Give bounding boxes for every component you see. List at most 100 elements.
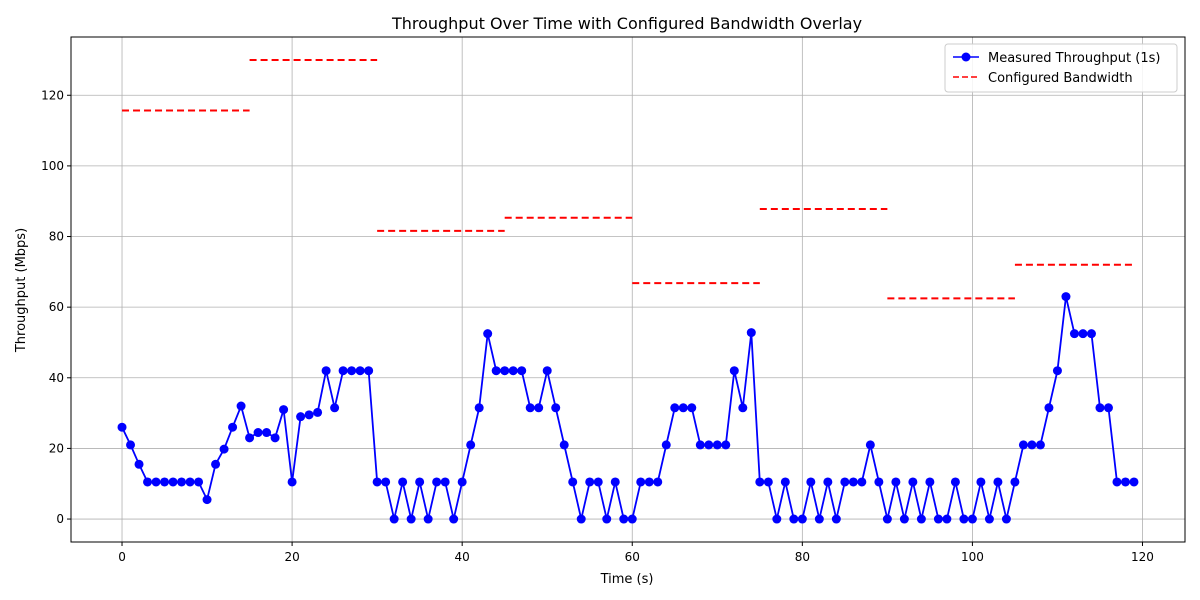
throughput-point	[772, 514, 782, 524]
throughput-point	[398, 477, 408, 487]
throughput-point	[423, 514, 433, 524]
throughput-point	[245, 433, 255, 443]
throughput-point	[168, 477, 178, 487]
throughput-point	[687, 403, 697, 413]
throughput-point	[1018, 440, 1028, 450]
throughput-point	[143, 477, 153, 487]
throughput-point	[831, 514, 841, 524]
throughput-point	[236, 401, 246, 411]
x-tick-label: 40	[455, 550, 470, 564]
throughput-point	[874, 477, 884, 487]
throughput-point	[1095, 403, 1105, 413]
throughput-point	[517, 366, 527, 376]
throughput-point	[653, 477, 663, 487]
throughput-point	[432, 477, 442, 487]
y-tick-label: 100	[41, 159, 64, 173]
throughput-point	[270, 433, 280, 443]
throughput-point	[542, 366, 552, 376]
throughput-point	[857, 477, 867, 487]
throughput-point	[993, 477, 1003, 487]
throughput-point	[1052, 366, 1062, 376]
throughput-point	[695, 440, 705, 450]
throughput-point	[202, 495, 212, 505]
throughput-point	[636, 477, 646, 487]
throughput-point	[670, 403, 680, 413]
plot-data	[117, 58, 1139, 524]
throughput-point	[219, 444, 229, 454]
throughput-point	[440, 477, 450, 487]
throughput-point	[279, 405, 289, 415]
throughput-point	[865, 440, 875, 450]
throughput-point	[806, 477, 816, 487]
x-tick-label: 60	[625, 550, 640, 564]
throughput-point	[1061, 292, 1071, 302]
throughput-point	[976, 477, 986, 487]
throughput-point	[1112, 477, 1122, 487]
throughput-point	[840, 477, 850, 487]
throughput-point	[891, 477, 901, 487]
throughput-point	[678, 403, 688, 413]
throughput-point	[134, 459, 144, 469]
throughput-point	[151, 477, 161, 487]
throughput-point	[228, 422, 238, 432]
throughput-point	[1010, 477, 1020, 487]
throughput-point	[347, 366, 357, 376]
y-tick-label: 0	[56, 512, 64, 526]
throughput-point	[1035, 440, 1045, 450]
axis-ticks: 0 20 40 60 80 100 120 0 20 40 60 80 100 120	[41, 88, 1154, 564]
throughput-point	[950, 477, 960, 487]
throughput-point	[568, 477, 578, 487]
throughput-point	[959, 514, 969, 524]
throughput-point	[1086, 329, 1096, 339]
throughput-point	[814, 514, 824, 524]
throughput-point	[1027, 440, 1037, 450]
throughput-point	[967, 514, 977, 524]
throughput-point	[763, 477, 773, 487]
legend-bandwidth-label: Configured Bandwidth	[988, 71, 1133, 86]
throughput-point	[296, 412, 306, 422]
throughput-point	[372, 477, 382, 487]
throughput-point	[1001, 514, 1011, 524]
throughput-point	[389, 514, 399, 524]
throughput-point	[1069, 329, 1079, 339]
throughput-point	[508, 366, 518, 376]
throughput-point	[466, 440, 476, 450]
throughput-point	[457, 477, 467, 487]
y-tick-label: 60	[49, 300, 64, 314]
throughput-point	[500, 366, 510, 376]
throughput-point	[330, 403, 340, 413]
throughput-point	[942, 514, 952, 524]
throughput-point	[627, 514, 637, 524]
throughput-point	[313, 407, 323, 417]
throughput-point	[619, 514, 629, 524]
throughput-point	[1129, 477, 1139, 487]
throughput-point	[908, 477, 918, 487]
throughput-point	[576, 514, 586, 524]
x-tick-label: 20	[284, 550, 299, 564]
throughput-point	[916, 514, 926, 524]
throughput-point	[585, 477, 595, 487]
y-tick-label: 20	[49, 441, 64, 455]
throughput-point	[882, 514, 892, 524]
throughput-point	[177, 477, 187, 487]
throughput-point	[474, 403, 484, 413]
throughput-point	[551, 403, 561, 413]
throughput-point	[712, 440, 722, 450]
x-tick-label: 100	[961, 550, 984, 564]
throughput-point	[704, 440, 714, 450]
legend: Measured Throughput (1s) Configured Band…	[944, 43, 1178, 93]
grid-lines	[71, 37, 1185, 542]
throughput-point	[984, 514, 994, 524]
throughput-point	[559, 440, 569, 450]
throughput-point	[644, 477, 654, 487]
throughput-point	[253, 428, 263, 438]
legend-throughput-marker	[961, 52, 971, 62]
throughput-point	[1044, 403, 1054, 413]
throughput-point	[415, 477, 425, 487]
plot-frame	[70, 36, 1186, 543]
throughput-point	[304, 410, 314, 420]
throughput-point	[1078, 329, 1088, 339]
throughput-point	[1103, 403, 1113, 413]
throughput-point	[899, 514, 909, 524]
